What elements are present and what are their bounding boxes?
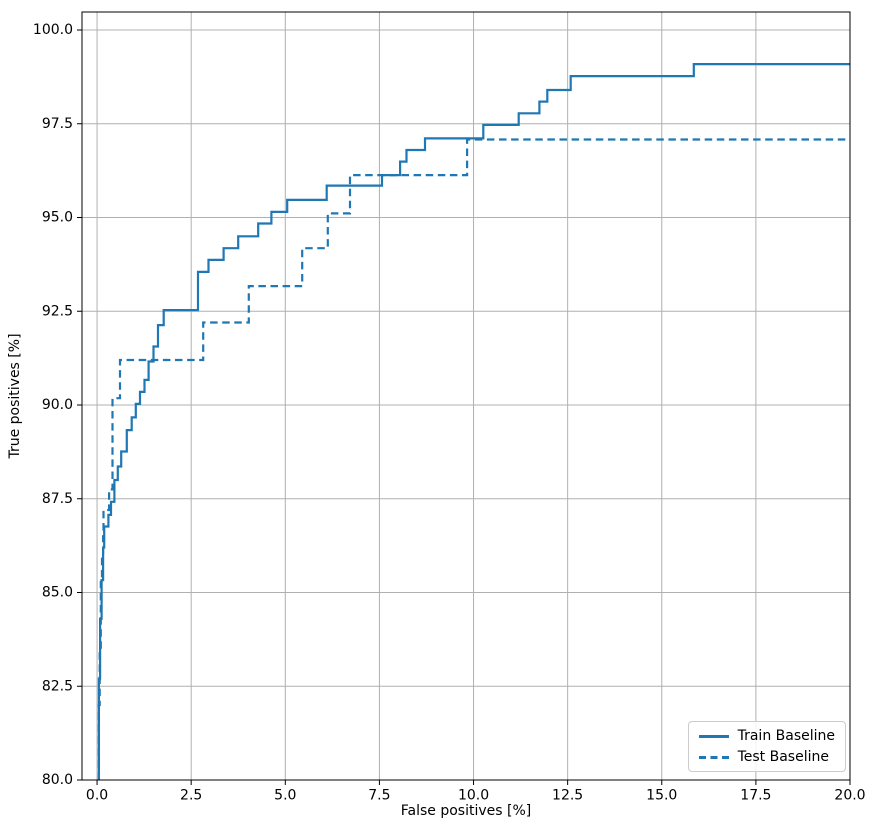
legend: Train Baseline Test Baseline — [687, 721, 846, 772]
x-tick-label: 12.5 — [552, 788, 583, 804]
test-baseline-curve — [97, 138, 850, 780]
y-tick-label: 90.0 — [42, 397, 73, 413]
y-axis-title: True positives [%] — [7, 333, 23, 459]
y-tick-label: 100.0 — [33, 22, 73, 38]
legend-item-train: Train Baseline — [698, 728, 835, 744]
y-tick-label: 95.0 — [42, 210, 73, 226]
x-tick-label: 15.0 — [646, 788, 677, 804]
x-tick-label: 5.0 — [274, 788, 296, 804]
legend-item-test: Test Baseline — [698, 749, 835, 765]
y-tick-label: 97.5 — [42, 116, 73, 132]
x-tick-label: 2.5 — [180, 788, 202, 804]
y-tick-label: 87.5 — [42, 491, 73, 507]
y-tick-label: 82.5 — [42, 678, 73, 694]
train-baseline-curve — [97, 62, 850, 780]
x-tick-label: 7.5 — [368, 788, 390, 804]
y-tick-label: 80.0 — [42, 772, 73, 788]
legend-label-test: Test Baseline — [737, 749, 829, 765]
x-tick-label: 17.5 — [740, 788, 771, 804]
x-tick-label: 10.0 — [458, 788, 489, 804]
x-axis-title: False positives [%] — [400, 803, 532, 819]
x-tick-label: 20.0 — [834, 788, 865, 804]
test-line-sample-icon — [698, 755, 729, 759]
y-tick-label: 92.5 — [42, 303, 73, 319]
legend-label-train: Train Baseline — [737, 728, 835, 744]
axes-spines — [81, 11, 851, 781]
train-line-sample-icon — [698, 734, 729, 738]
x-tick-label: 0.0 — [86, 788, 108, 804]
y-tick-label: 85.0 — [42, 585, 73, 601]
